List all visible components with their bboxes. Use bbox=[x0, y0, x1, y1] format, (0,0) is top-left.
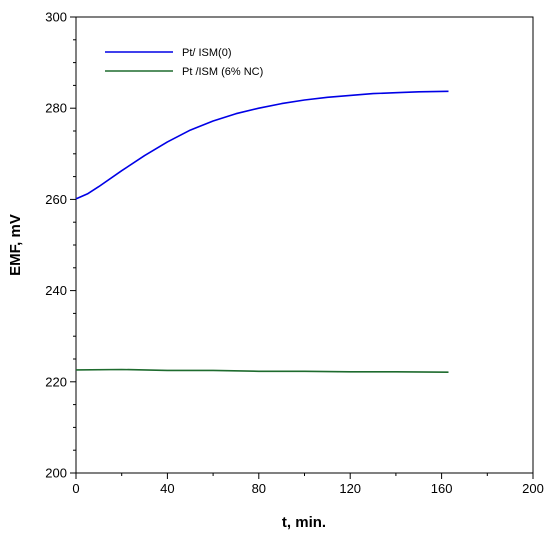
x-tick-label: 200 bbox=[522, 481, 544, 496]
y-tick-label: 280 bbox=[45, 101, 67, 116]
x-tick-label: 40 bbox=[160, 481, 174, 496]
x-tick-label: 80 bbox=[252, 481, 266, 496]
y-tick-label: 300 bbox=[45, 10, 67, 25]
y-tick-label: 240 bbox=[45, 283, 67, 298]
legend-label-2: Pt /ISM (6% NC) bbox=[182, 66, 263, 78]
series-line-1 bbox=[75, 90, 449, 200]
x-axis-title: t, min. bbox=[282, 514, 326, 531]
x-tick-label: 160 bbox=[431, 481, 453, 496]
plot-axes bbox=[75, 16, 534, 474]
x-axis-ticks: 0 40 80 120 160 200 bbox=[72, 473, 544, 496]
x-tick-label: 120 bbox=[339, 481, 361, 496]
y-axis-ticks: 200 220 240 260 280 300 bbox=[45, 10, 76, 481]
legend-label-1: Pt/ ISM(0) bbox=[182, 47, 232, 59]
plot-frame bbox=[75, 16, 534, 474]
legend: Pt/ ISM(0) Pt /ISM (6% NC) bbox=[105, 47, 263, 78]
y-tick-label: 200 bbox=[45, 466, 67, 481]
x-tick-label: 0 bbox=[72, 481, 79, 496]
series-line-2 bbox=[75, 368, 449, 373]
series-lines bbox=[75, 90, 449, 373]
y-axis-title: EMF, mV bbox=[7, 214, 24, 276]
y-tick-label: 220 bbox=[45, 374, 67, 389]
y-tick-label: 260 bbox=[45, 192, 67, 207]
